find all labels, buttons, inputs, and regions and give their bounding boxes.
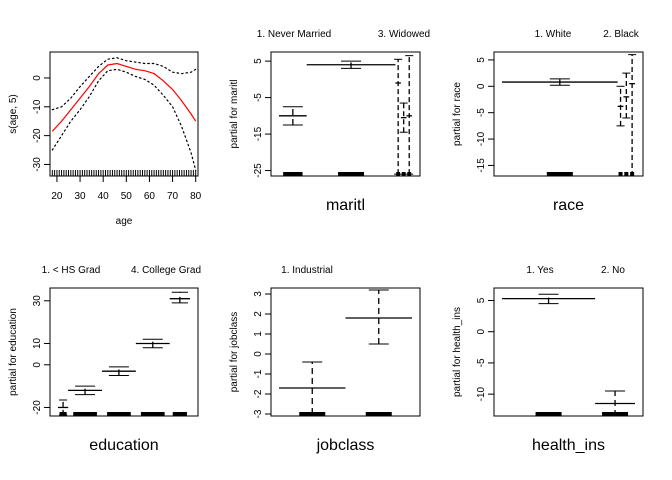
- level-label: 1. Yes: [526, 265, 553, 276]
- y-tick-label: -10: [32, 99, 43, 114]
- x-tick-label: 30: [75, 191, 87, 202]
- level-label: 3. Widowed: [378, 29, 430, 40]
- y-tick-label: -10: [476, 131, 487, 146]
- y-tick-label: -3: [253, 409, 264, 418]
- panel-2: 5 0 -5 -10 -15 partial for race 1. White 2. Bla…: [452, 29, 644, 214]
- panel-0: 0 -10 -20 -30 s(age, 5) 20 30 40 50 60 70 80 age: [8, 51, 202, 227]
- x-axis-label: maritl: [326, 197, 365, 214]
- level-label: 2. No: [601, 265, 625, 276]
- y-tick-label: -1: [253, 369, 264, 378]
- y-tick-label: 3: [253, 291, 264, 297]
- series-upper-band: [51, 57, 197, 111]
- y-tick-label: 2: [253, 311, 264, 317]
- series-fit: [51, 62, 197, 132]
- level-label: 1. Never Married: [257, 29, 331, 40]
- y-axis-label: partial for health_ins: [452, 307, 463, 397]
- rug-block: [283, 172, 303, 176]
- y-tick-label: 5: [253, 58, 264, 64]
- y-tick-label: 0: [253, 351, 264, 357]
- panel-1: 5 -5 -15 -25 partial for maritl 1. Never Marr…: [229, 29, 430, 214]
- rug-block: [73, 412, 97, 416]
- rug-block: [407, 172, 412, 176]
- plot-frame: [49, 287, 199, 417]
- y-tick-label: -20: [32, 400, 43, 415]
- y-tick-label: -30: [32, 157, 43, 172]
- y-tick-label: 1: [253, 331, 264, 337]
- rug-block: [365, 412, 392, 416]
- y-tick-label: 0: [476, 328, 487, 334]
- rug-block: [630, 172, 635, 176]
- x-tick-label: 60: [144, 191, 156, 202]
- y-axis-label: partial for race: [452, 82, 463, 146]
- rug-block: [401, 172, 406, 176]
- x-tick-label: 50: [121, 191, 133, 202]
- level-label: 1. Industrial: [281, 265, 333, 276]
- level-label: 2. Black: [603, 29, 640, 40]
- y-tick-label: 0: [476, 83, 487, 89]
- rug-block: [618, 172, 623, 176]
- series-lower-band: [51, 68, 197, 171]
- rug-block: [140, 412, 165, 416]
- rug-block: [624, 172, 629, 176]
- y-axis-label: partial for education: [8, 308, 19, 396]
- y-tick-label: -5: [476, 358, 487, 367]
- rug-block: [299, 412, 326, 416]
- y-tick-label: 10: [32, 337, 43, 349]
- x-tick-label: 80: [190, 191, 202, 202]
- rug-block: [107, 412, 131, 416]
- rug-block: [172, 412, 187, 416]
- y-tick-label: 30: [32, 295, 43, 307]
- y-tick-label: 0: [32, 362, 43, 368]
- y-tick-label: 0: [32, 75, 43, 81]
- rug-block: [602, 412, 629, 416]
- panel-3: 30 10 0 -20 partial for education 1. < HS Gra…: [8, 265, 201, 454]
- y-tick-label: -20: [32, 128, 43, 143]
- x-tick-label: 40: [98, 191, 110, 202]
- y-tick-label: 5: [476, 57, 487, 63]
- y-tick-label: -2: [253, 389, 264, 398]
- plot-frame: [493, 287, 644, 417]
- rug-block: [59, 412, 67, 416]
- y-tick-label: -5: [253, 93, 264, 102]
- y-tick-label: -15: [476, 158, 487, 173]
- plot-frame: [270, 287, 421, 417]
- x-axis-label: race: [553, 197, 584, 214]
- y-tick-label: -10: [476, 386, 487, 401]
- rug-block: [338, 172, 365, 176]
- x-axis-label: education: [89, 437, 158, 454]
- x-axis-label: jobclass: [316, 437, 375, 454]
- y-axis-label: partial for jobclass: [229, 312, 240, 393]
- rug-block: [546, 172, 573, 176]
- level-label: 1. < HS Grad: [42, 265, 101, 276]
- y-axis-label: partial for maritl: [229, 80, 240, 149]
- rug-block: [396, 172, 401, 176]
- x-axis-label: age: [116, 216, 133, 227]
- y-axis-label: s(age, 5): [8, 94, 19, 133]
- x-axis-label: health_ins: [532, 437, 605, 454]
- level-label: 1. White: [535, 29, 572, 40]
- panel-4: 3 2 1 0 -1 -2 -3 partial for jobclass 1. Industr…: [229, 265, 421, 454]
- y-tick-label: 5: [476, 297, 487, 303]
- y-tick-label: -5: [476, 108, 487, 117]
- rug-block: [535, 412, 562, 416]
- plot-frame: [49, 51, 199, 177]
- y-tick-label: -15: [253, 126, 264, 141]
- y-tick-label: -25: [253, 163, 264, 178]
- x-tick-label: 70: [167, 191, 179, 202]
- x-tick-label: 20: [51, 191, 63, 202]
- panel-5: 5 0 -5 -10 partial for health_ins 1. Yes 2. No…: [452, 265, 644, 454]
- level-label: 4. College Grad: [131, 265, 201, 276]
